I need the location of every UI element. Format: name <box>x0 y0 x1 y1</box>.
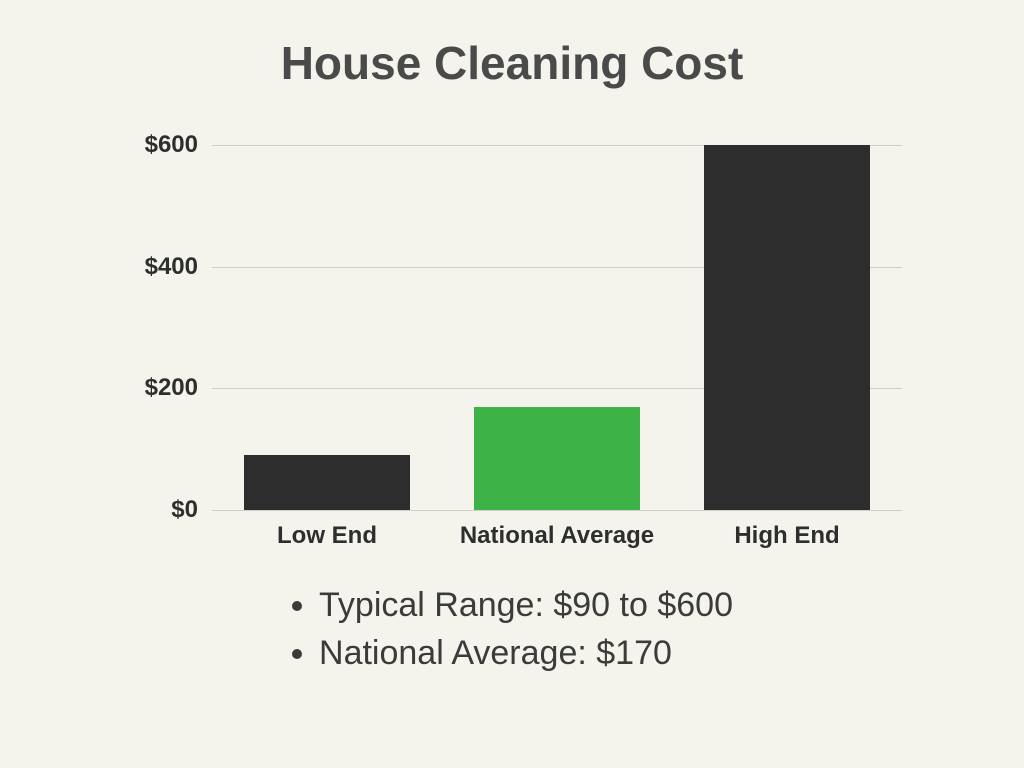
y-tick-label: $600 <box>145 131 212 159</box>
y-tick-label: $0 <box>171 496 212 524</box>
bar <box>704 145 870 510</box>
x-tick-label: Low End <box>277 510 377 550</box>
chart-title: House Cleaning Cost <box>0 36 1024 90</box>
x-tick-label: High End <box>734 510 839 550</box>
bar-chart: $0$200$400$600Low EndNational AverageHig… <box>212 145 902 510</box>
bar <box>244 455 410 510</box>
bar <box>474 407 640 510</box>
y-tick-label: $200 <box>145 374 212 402</box>
summary-items: Typical Range: $90 to $600National Avera… <box>291 582 733 677</box>
y-tick-label: $400 <box>145 253 212 281</box>
summary-item: Typical Range: $90 to $600 <box>319 582 733 630</box>
summary-item: National Average: $170 <box>319 630 733 678</box>
summary-list: Typical Range: $90 to $600National Avera… <box>0 582 1024 677</box>
x-tick-label: National Average <box>460 510 654 550</box>
